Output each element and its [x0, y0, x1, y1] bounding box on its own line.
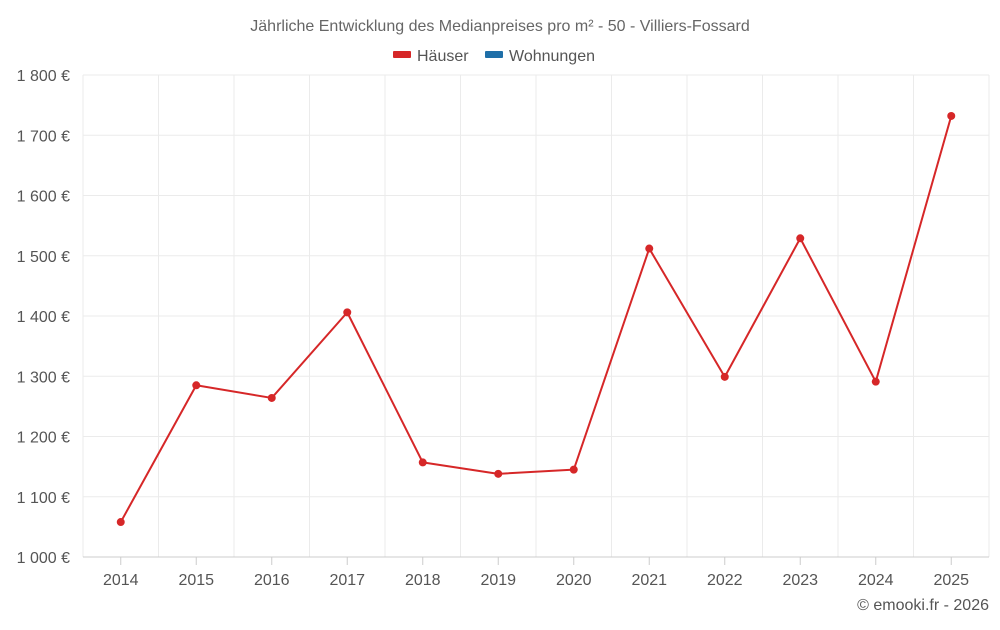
data-point[interactable] — [343, 308, 352, 317]
data-point[interactable] — [569, 465, 578, 474]
x-tick-label: 2025 — [933, 572, 969, 589]
data-point[interactable] — [796, 234, 805, 243]
x-tick-label: 2015 — [178, 572, 214, 589]
legend-swatch-haeuser — [393, 51, 411, 58]
y-tick-label: 1 300 € — [17, 369, 70, 386]
y-tick-label: 1 600 € — [17, 189, 70, 206]
chart-title: Jährliche Entwicklung des Medianpreises … — [250, 18, 749, 35]
x-tick-label: 2017 — [329, 572, 365, 589]
series — [116, 111, 956, 527]
x-tick-label: 2014 — [103, 572, 139, 589]
x-tick-label: 2019 — [480, 572, 516, 589]
legend-swatch-wohnungen — [485, 51, 503, 58]
x-tick-label: 2021 — [631, 572, 667, 589]
axes: 1 000 € 1 100 € 1 200 € 1 300 € 1 400 € 1 500… — [17, 68, 989, 589]
data-point[interactable] — [871, 377, 880, 386]
y-tick-label: 1 100 € — [17, 490, 70, 507]
y-tick-label: 1 200 € — [17, 430, 70, 447]
x-tick-label: 2023 — [782, 572, 818, 589]
legend: Häuser Wohnungen — [393, 48, 595, 65]
legend-label-haeuser: Häuser — [417, 48, 469, 65]
grid — [82, 74, 990, 557]
y-tick-label: 1 000 € — [17, 550, 70, 567]
series-line — [119, 115, 953, 523]
y-tick-label: 1 700 € — [17, 128, 70, 145]
y-tick-label: 1 400 € — [17, 309, 70, 326]
legend-item-haeuser[interactable]: Häuser — [393, 48, 469, 65]
y-tick-label: 1 800 € — [17, 68, 70, 85]
data-point[interactable] — [192, 381, 201, 390]
data-point[interactable] — [720, 372, 729, 381]
data-point[interactable] — [116, 518, 125, 527]
credit-text: © emooki.fr - 2026 — [857, 597, 989, 614]
data-point[interactable] — [418, 458, 427, 467]
x-tick-label: 2022 — [707, 572, 743, 589]
data-point[interactable] — [494, 469, 503, 478]
x-tick-label: 2016 — [254, 572, 290, 589]
data-point[interactable] — [947, 111, 956, 120]
x-tick-label: 2020 — [556, 572, 592, 589]
data-point[interactable] — [267, 393, 276, 402]
legend-label-wohnungen: Wohnungen — [509, 48, 595, 65]
data-point[interactable] — [645, 244, 654, 253]
x-tick-label: 2024 — [858, 572, 894, 589]
x-tick-label: 2018 — [405, 572, 441, 589]
y-tick-label: 1 500 € — [17, 249, 70, 266]
legend-item-wohnungen[interactable]: Wohnungen — [485, 48, 595, 65]
